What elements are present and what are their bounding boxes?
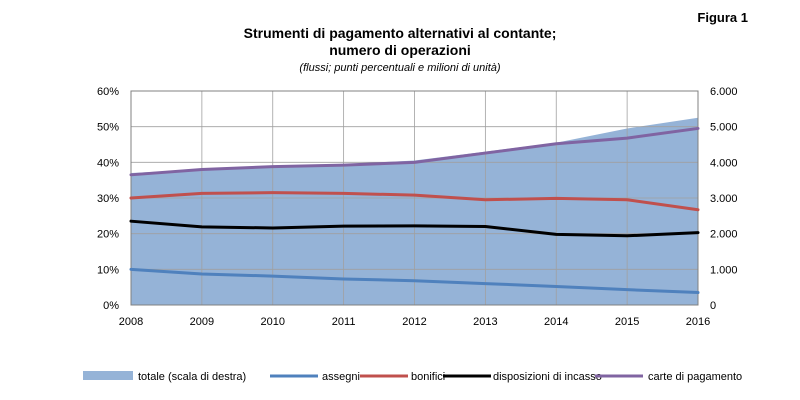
y-right-tick-label: 6.000 xyxy=(710,86,738,98)
chart-subtitle: (flussi; punti percentuali e milioni di … xyxy=(299,62,500,74)
y-right-tick-label: 3.000 xyxy=(710,193,738,205)
series-line-assegni xyxy=(129,267,700,295)
y-left-tick-label: 0% xyxy=(103,300,119,312)
y-right-tick-label: 4.000 xyxy=(710,157,738,169)
y-right-tick-label: 1.000 xyxy=(710,264,738,276)
y-left-tick-label: 20% xyxy=(97,229,119,241)
series-line-carte-di-pagamento xyxy=(129,126,700,177)
legend-item: carte di pagamento xyxy=(595,371,742,383)
x-tick-label: 2016 xyxy=(686,316,710,328)
y-left-tick-label: 60% xyxy=(97,86,119,98)
legend-label: disposizioni di incasso xyxy=(493,371,602,383)
y-right-tick-label: 0 xyxy=(710,300,716,312)
figure-label: Figura 1 xyxy=(697,10,748,25)
x-tick-label: 2013 xyxy=(473,316,497,328)
chart-title: Strumenti di pagamento alternativi al co… xyxy=(244,25,557,41)
legend-label: totale (scala di destra) xyxy=(138,371,246,383)
y-left-tick-label: 50% xyxy=(97,122,119,134)
x-tick-label: 2011 xyxy=(332,316,356,328)
legend-item: assegni xyxy=(270,371,360,383)
x-tick-label: 2010 xyxy=(261,316,285,328)
legend: totale (scala di destra) assegni bonifici d… xyxy=(83,371,742,383)
x-tick-label: 2015 xyxy=(615,316,639,328)
legend-label: assegni xyxy=(322,371,360,383)
y-left-tick-label: 40% xyxy=(97,157,119,169)
legend-label: carte di pagamento xyxy=(648,371,742,383)
x-tick-label: 2009 xyxy=(190,316,214,328)
y-left-tick-label: 10% xyxy=(97,264,119,276)
series-line-disposizioni-di-incasso xyxy=(129,219,700,238)
y-left-tick-label: 30% xyxy=(97,193,119,205)
series-line-bonifici xyxy=(129,191,700,212)
legend-item: disposizioni di incasso xyxy=(443,371,602,383)
legend-label: bonifici xyxy=(411,371,445,383)
plot-area: 0% 10% 20% 30% 40% 50% 60% 0 1.000 2.000 3.000 4.00… xyxy=(97,86,738,328)
y-right-tick-label: 5.000 xyxy=(710,122,738,134)
legend-swatch xyxy=(83,371,133,380)
y-right-tick-label: 2.000 xyxy=(710,229,738,241)
x-tick-label: 2008 xyxy=(119,316,143,328)
chart-title-line2: numero di operazioni xyxy=(329,42,471,58)
x-tick-label: 2012 xyxy=(402,316,426,328)
x-tick-label: 2014 xyxy=(544,316,568,328)
legend-item: bonifici xyxy=(360,371,445,383)
legend-item: totale (scala di destra) xyxy=(83,371,246,383)
